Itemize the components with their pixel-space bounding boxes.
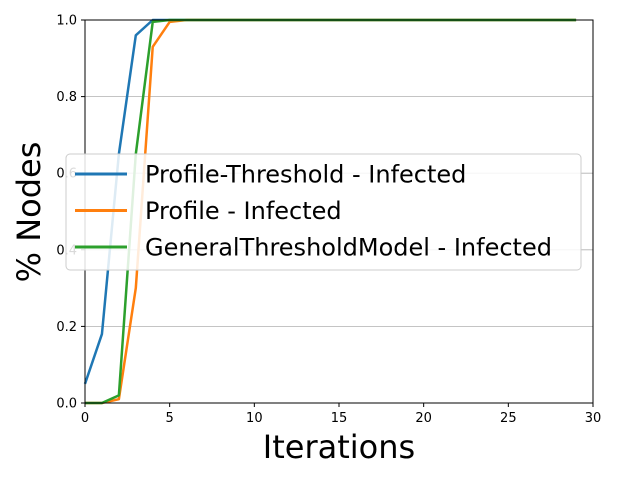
legend-entry-1: Profile-Threshold - Infected [75,161,466,189]
x-tick-label: 10 [246,411,263,426]
legend-entry-2: Profile - Infected [75,197,342,225]
legend-label: GeneralThresholdModel - Infected [145,234,552,262]
x-tick-label: 20 [415,411,432,426]
legend-entry-3: GeneralThresholdModel - Infected [75,234,552,262]
x-axis-title: Iterations [263,428,415,466]
legend-box [65,153,582,271]
x-tick-label: 0 [81,411,89,426]
legend: Profile-Threshold - Infected Profile - In… [65,153,582,271]
legend-label: Profile-Threshold - Infected [145,161,466,189]
y-tick-label: 0.8 [56,90,77,105]
x-tick-label: 15 [331,411,348,426]
x-tick-label: 5 [166,411,174,426]
y-tick-label: 0.2 [56,320,77,335]
y-axis-title: % Nodes [10,142,48,283]
legend-label: Profile - Infected [145,197,342,225]
x-tick-label: 30 [585,411,602,426]
x-tick-label: 25 [500,411,517,426]
y-tick-label: 1.0 [56,14,77,29]
y-tick-label: 0.0 [56,397,77,412]
